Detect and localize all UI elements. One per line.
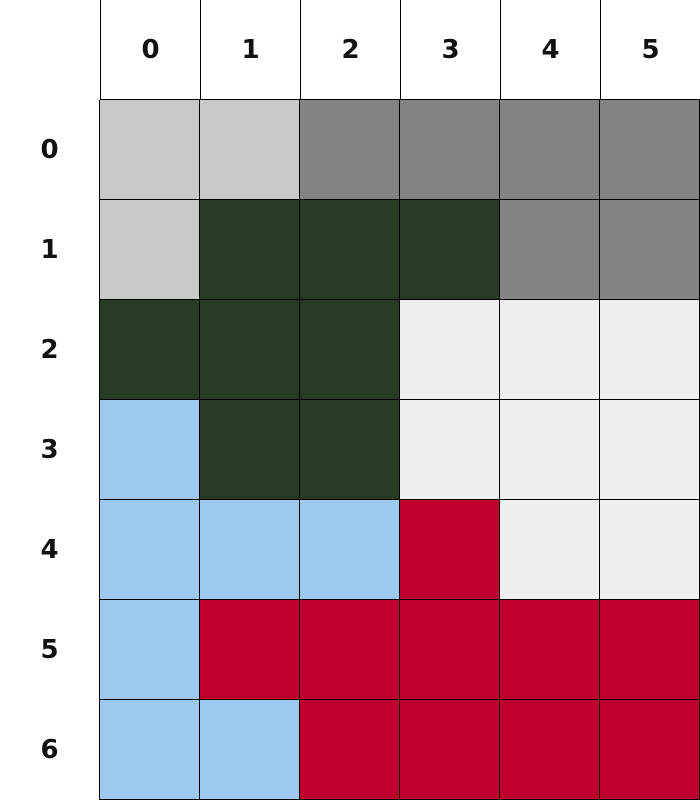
grid-cell[interactable] bbox=[300, 500, 400, 600]
grid-cell[interactable] bbox=[400, 600, 500, 700]
grid-cell[interactable] bbox=[100, 500, 200, 600]
grid-cell[interactable] bbox=[200, 600, 300, 700]
grid-cell[interactable] bbox=[400, 500, 500, 600]
grid-cell[interactable] bbox=[100, 300, 200, 400]
grid-cell[interactable] bbox=[400, 400, 500, 500]
grid-cell[interactable] bbox=[200, 200, 300, 300]
grid-cell[interactable] bbox=[400, 200, 500, 300]
column-label-0: 0 bbox=[100, 0, 200, 100]
grid-cell[interactable] bbox=[300, 100, 400, 200]
grid-cell[interactable] bbox=[300, 600, 400, 700]
grid-cell[interactable] bbox=[100, 700, 200, 800]
grid-cell[interactable] bbox=[600, 100, 700, 200]
grid-cell[interactable] bbox=[600, 200, 700, 300]
grid-cell[interactable] bbox=[300, 400, 400, 500]
grid-cell[interactable] bbox=[200, 100, 300, 200]
column-label-3: 3 bbox=[400, 0, 500, 100]
grid-cell[interactable] bbox=[500, 400, 600, 500]
grid-cell[interactable] bbox=[200, 300, 300, 400]
grid-cell[interactable] bbox=[600, 600, 700, 700]
grid-cell[interactable] bbox=[500, 200, 600, 300]
grid-cell[interactable] bbox=[100, 100, 200, 200]
grid-cell[interactable] bbox=[100, 200, 200, 300]
grid-cell[interactable] bbox=[600, 700, 700, 800]
grid-cell[interactable] bbox=[200, 700, 300, 800]
grid-cell[interactable] bbox=[600, 300, 700, 400]
row-label-5: 5 bbox=[0, 600, 100, 700]
grid-cell[interactable] bbox=[600, 500, 700, 600]
row-label-0: 0 bbox=[0, 100, 100, 200]
grid-cell[interactable] bbox=[400, 100, 500, 200]
grid-cell[interactable] bbox=[500, 300, 600, 400]
grid-cell[interactable] bbox=[500, 700, 600, 800]
grid-cell[interactable] bbox=[200, 500, 300, 600]
column-label-5: 5 bbox=[600, 0, 700, 100]
grid-cell[interactable] bbox=[300, 700, 400, 800]
grid-cell[interactable] bbox=[600, 400, 700, 500]
grid-cell[interactable] bbox=[300, 200, 400, 300]
column-label-1: 1 bbox=[200, 0, 300, 100]
grid-cell[interactable] bbox=[400, 700, 500, 800]
grid-cell[interactable] bbox=[100, 600, 200, 700]
column-label-2: 2 bbox=[300, 0, 400, 100]
grid-cell[interactable] bbox=[500, 100, 600, 200]
grid-cell[interactable] bbox=[300, 300, 400, 400]
column-label-4: 4 bbox=[500, 0, 600, 100]
row-label-2: 2 bbox=[0, 300, 100, 400]
row-label-4: 4 bbox=[0, 500, 100, 600]
grid-cell[interactable] bbox=[500, 500, 600, 600]
grid-cell[interactable] bbox=[500, 600, 600, 700]
row-label-6: 6 bbox=[0, 700, 100, 800]
grid-cell[interactable] bbox=[200, 400, 300, 500]
grid-cell[interactable] bbox=[100, 400, 200, 500]
grid-cell[interactable] bbox=[400, 300, 500, 400]
row-label-3: 3 bbox=[0, 400, 100, 500]
row-label-1: 1 bbox=[0, 200, 100, 300]
